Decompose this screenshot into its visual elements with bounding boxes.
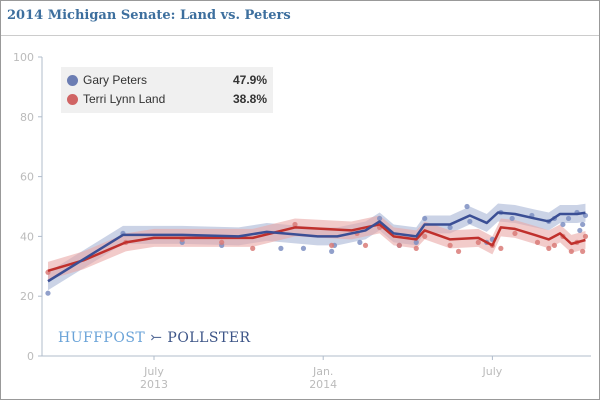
poll-point — [560, 221, 566, 228]
poll-point — [219, 239, 225, 245]
poll-point — [568, 248, 574, 254]
legend-dot-icon — [67, 94, 78, 105]
poll-point — [464, 203, 470, 210]
logo-huffpost: HUFFPOST — [58, 330, 146, 346]
poll-point — [250, 245, 256, 251]
poll-point — [329, 248, 335, 254]
poll-point — [396, 242, 402, 248]
logo-swoosh-icon: ⤚ — [150, 330, 168, 346]
poll-point — [546, 245, 552, 251]
poll-point — [582, 233, 589, 239]
y-tick-label: 100 — [13, 51, 34, 64]
poll-point — [534, 239, 541, 245]
poll-point — [467, 218, 473, 225]
poll-point — [580, 248, 586, 254]
confidence-band-1 — [47, 215, 586, 280]
poll-point — [475, 239, 481, 245]
poll-point — [278, 245, 284, 251]
legend-value: 47.9% — [232, 73, 267, 87]
poll-point — [300, 245, 307, 251]
y-tick-label: 60 — [20, 171, 34, 184]
poll-point — [329, 242, 335, 248]
poll-point — [377, 215, 383, 222]
y-tick-label: 80 — [20, 111, 34, 124]
poll-point — [422, 215, 428, 222]
poll-point — [413, 245, 419, 251]
poll-point — [498, 245, 504, 251]
poll-point — [45, 290, 51, 296]
pollster-logo: HUFFPOST ⤚ POLLSTER — [58, 330, 251, 346]
x-tick-label: Jan. — [312, 365, 333, 378]
legend-item-land[interactable]: Terri Lynn Land 38.8% — [67, 91, 267, 109]
poll-point — [413, 239, 419, 245]
logo-pollster: POLLSTER — [167, 330, 251, 346]
poll-point — [357, 239, 363, 245]
legend-label: Terri Lynn Land — [83, 92, 166, 106]
x-tick-year-label: 2013 — [140, 378, 168, 391]
legend: Gary Peters 47.9% Terri Lynn Land 38.8% — [61, 67, 273, 113]
poll-point — [292, 221, 298, 228]
poll-point — [422, 233, 428, 239]
title-divider — [1, 35, 599, 36]
y-tick-label: 0 — [27, 350, 34, 363]
poll-point — [551, 242, 558, 248]
poll-point — [447, 224, 453, 231]
legend-dot-icon — [67, 75, 78, 86]
poll-point — [512, 230, 518, 237]
x-tick-label: July — [143, 365, 164, 378]
legend-value: 38.8% — [232, 92, 267, 106]
chart-title: 2014 Michigan Senate: Land vs. Peters — [7, 8, 291, 23]
y-tick-label: 20 — [20, 290, 34, 303]
legend-item-peters[interactable]: Gary Peters 47.9% — [67, 72, 267, 90]
trend-line — [47, 223, 586, 272]
poll-point — [580, 221, 586, 228]
legend-label: Gary Peters — [83, 73, 148, 87]
poll-point — [577, 227, 583, 234]
trend-line — [47, 211, 586, 283]
poll-point — [509, 215, 515, 222]
poll-point — [362, 242, 369, 248]
y-tick-label: 40 — [20, 230, 34, 243]
x-tick-year-label: 2014 — [309, 378, 337, 391]
poll-point — [455, 248, 462, 254]
poll-point — [565, 215, 572, 222]
poll-point — [447, 242, 453, 248]
x-tick-label: July — [482, 365, 503, 378]
